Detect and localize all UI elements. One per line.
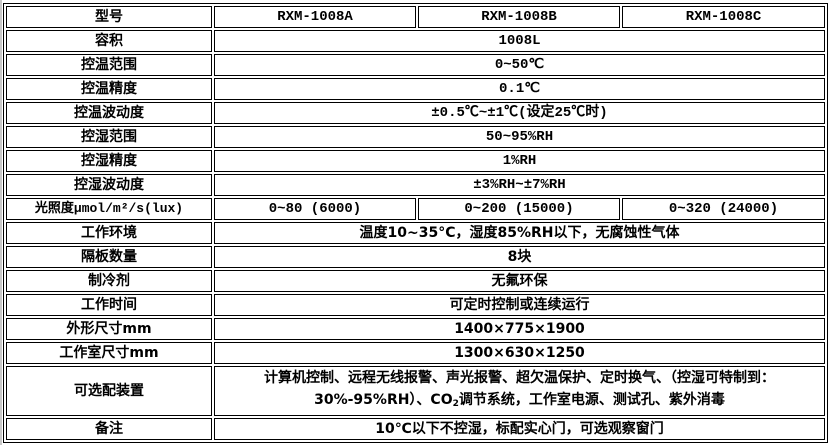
table-row: 控温波动度 ±0.5℃~±1℃(设定25℃时) — [6, 102, 825, 124]
table-row: 制冷剂 无氟环保 — [6, 270, 825, 292]
table-row: 备注 10℃以下不控湿，标配实心门，可选观察窗门 — [6, 418, 825, 440]
row-value: 无氟环保 — [214, 270, 825, 292]
model-a: RXM-1008A — [214, 6, 416, 28]
table-header-row: 型号 RXM-1008A RXM-1008B RXM-1008C — [6, 6, 825, 28]
table-row: 外形尺寸mm 1400×775×1900 — [6, 318, 825, 340]
row-value: 50~95%RH — [214, 126, 825, 148]
row-label: 容积 — [6, 30, 212, 52]
table-row: 控湿范围 50~95%RH — [6, 126, 825, 148]
row-label: 控湿范围 — [6, 126, 212, 148]
spec-table-container: 型号 RXM-1008A RXM-1008B RXM-1008C 容积 1008L… — [3, 3, 828, 443]
light-row: 光照度μmol/m²/s(lux) 0~80 (6000) 0~200 (150… — [6, 198, 825, 220]
table-row: 工作室尺寸mm 1300×630×1250 — [6, 342, 825, 364]
light-b: 0~200 (15000) — [418, 198, 620, 220]
row-value: 1%RH — [214, 150, 825, 172]
options-value: 计算机控制、远程无线报警、声光报警、超欠温保护、定时换气、（控湿可特制到： 30… — [214, 366, 825, 416]
row-label: 制冷剂 — [6, 270, 212, 292]
light-c: 0~320 (24000) — [622, 198, 825, 220]
table-row: 控湿波动度 ±3%RH~±7%RH — [6, 174, 825, 196]
row-value: 8块 — [214, 246, 825, 268]
row-value: 0~50℃ — [214, 54, 825, 76]
table-row: 工作时间 可定时控制或连续运行 — [6, 294, 825, 316]
row-label: 控温范围 — [6, 54, 212, 76]
row-value: 可定时控制或连续运行 — [214, 294, 825, 316]
row-label: 控温波动度 — [6, 102, 212, 124]
row-label: 工作环境 — [6, 222, 212, 244]
window-edge — [0, 0, 2, 445]
options-row: 可选配装置 计算机控制、远程无线报警、声光报警、超欠温保护、定时换气、（控湿可特… — [6, 366, 825, 416]
row-label: 控湿波动度 — [6, 174, 212, 196]
spec-table: 型号 RXM-1008A RXM-1008B RXM-1008C 容积 1008L… — [3, 3, 828, 443]
row-label: 控温精度 — [6, 78, 212, 100]
options-line-1: 计算机控制、远程无线报警、声光报警、超欠温保护、定时换气、（控湿可特制到： — [264, 370, 775, 386]
header-label: 型号 — [6, 6, 212, 28]
row-value: ±0.5℃~±1℃(设定25℃时) — [214, 102, 825, 124]
table-row: 控湿精度 1%RH — [6, 150, 825, 172]
co2-subscript: 2 — [452, 399, 459, 409]
table-row: 控温精度 0.1℃ — [6, 78, 825, 100]
row-value: 1008L — [214, 30, 825, 52]
row-label: 工作时间 — [6, 294, 212, 316]
row-value: 10℃以下不控湿，标配实心门，可选观察窗门 — [214, 418, 825, 440]
row-value: 温度10~35°C，湿度85%RH以下，无腐蚀性气体 — [214, 222, 825, 244]
options-line-2: 30%-95%RH）、CO2调节系统，工作室电源、测试孔、紫外消毒 — [215, 389, 824, 415]
table-row: 隔板数量 8块 — [6, 246, 825, 268]
row-label: 隔板数量 — [6, 246, 212, 268]
row-label: 可选配装置 — [6, 366, 212, 416]
row-value: 1300×630×1250 — [214, 342, 825, 364]
row-label: 控湿精度 — [6, 150, 212, 172]
options-line-2a: 30%-95%RH）、CO — [314, 392, 453, 408]
light-a: 0~80 (6000) — [214, 198, 416, 220]
row-label: 外形尺寸mm — [6, 318, 212, 340]
row-value: 1400×775×1900 — [214, 318, 825, 340]
row-label: 光照度μmol/m²/s(lux) — [6, 198, 212, 220]
options-line-2b: 调节系统，工作室电源、测试孔、紫外消毒 — [458, 392, 725, 408]
row-value: 0.1℃ — [214, 78, 825, 100]
model-b: RXM-1008B — [418, 6, 620, 28]
row-label: 工作室尺寸mm — [6, 342, 212, 364]
table-row: 工作环境 温度10~35°C，湿度85%RH以下，无腐蚀性气体 — [6, 222, 825, 244]
row-label: 备注 — [6, 418, 212, 440]
table-row: 容积 1008L — [6, 30, 825, 52]
model-c: RXM-1008C — [622, 6, 825, 28]
table-row: 控温范围 0~50℃ — [6, 54, 825, 76]
row-value: ±3%RH~±7%RH — [214, 174, 825, 196]
